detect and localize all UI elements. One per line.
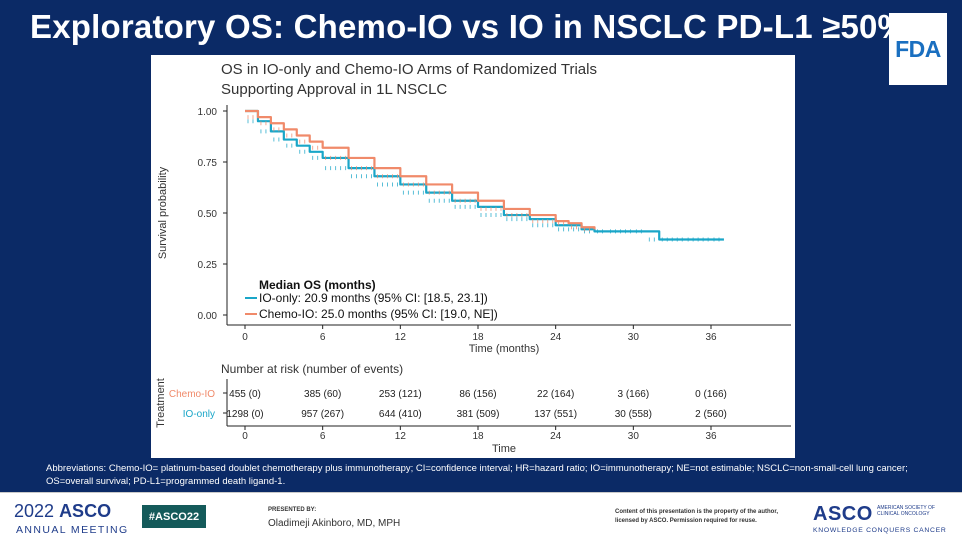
x-tick-label: 30	[628, 332, 640, 343]
km-chart-panel: OS in IO-only and Chemo-IO Arms of Rando…	[151, 55, 795, 458]
y-tick-label: 0.75	[198, 158, 218, 169]
risk-cell: 137 (551)	[534, 409, 577, 420]
abbreviations-note: Abbreviations: Chemo-IO= platinum-based …	[46, 463, 908, 487]
x-tick-label: 6	[320, 332, 326, 343]
asco-society-name: AMERICAN SOCIETY OF CLINICAL ONCOLOGY	[877, 505, 935, 517]
risk-x-tick-label: 24	[550, 431, 562, 442]
risk-cell: 957 (267)	[301, 409, 344, 420]
y-tick-label: 0.00	[198, 311, 218, 322]
risk-table-x-label: Time	[492, 443, 516, 455]
risk-cell: 644 (410)	[379, 409, 422, 420]
y-tick-label: 0.50	[198, 209, 218, 220]
fda-logo-text: FDA	[895, 35, 941, 62]
risk-cell: 381 (509)	[457, 409, 500, 420]
km-chart: OS in IO-only and Chemo-IO Arms of Rando…	[155, 61, 791, 455]
km-censor-marks-io-only	[247, 119, 720, 242]
risk-x-tick-label: 6	[320, 431, 326, 442]
x-tick-label: 12	[395, 332, 407, 343]
risk-cell: 0 (166)	[695, 389, 727, 400]
slide-title: Exploratory OS: Chemo-IO vs IO in NSCLC …	[30, 8, 908, 45]
asco-logo: ASCO	[813, 503, 873, 525]
km-censor-marks-chemo-io	[247, 115, 590, 232]
footer-bar: 2022 ASCO ANNUAL MEETING #ASCO22 PRESENT…	[0, 492, 962, 543]
risk-row-label-chemo-io: Chemo-IO	[169, 389, 215, 400]
hashtag-badge: #ASCO22	[142, 505, 206, 528]
km-curve-chemo-io	[245, 109, 596, 230]
risk-cell: 30 (558)	[615, 409, 652, 420]
presenter-name: Oladimeji Akinboro, MD, MPH	[268, 518, 401, 529]
presented-by-label: PRESENTED BY:	[268, 507, 317, 513]
risk-x-tick-label: 30	[628, 431, 640, 442]
risk-x-tick-label: 0	[242, 431, 248, 442]
x-axis-label: Time (months)	[469, 343, 540, 355]
risk-cell: 2 (560)	[695, 409, 727, 420]
chart-title-line: Supporting Approval in 1L NSCLC	[221, 81, 447, 98]
y-tick-label: 1.00	[198, 107, 218, 118]
risk-cell: 1298 (0)	[226, 409, 263, 420]
meeting-year: 2022	[14, 501, 55, 521]
chart-title-line: OS in IO-only and Chemo-IO Arms of Rando…	[221, 61, 597, 78]
legend-title: Median OS (months)	[259, 278, 376, 292]
risk-cell: 3 (166)	[617, 389, 649, 400]
asco-tagline: KNOWLEDGE CONQUERS CANCER	[813, 527, 947, 534]
property-note: Content of this presentation is the prop…	[615, 509, 779, 524]
x-tick-label: 24	[550, 332, 562, 343]
x-tick-label: 18	[472, 332, 484, 343]
meeting-logo: 2022 ASCO	[14, 501, 111, 522]
risk-cell: 86 (156)	[459, 389, 496, 400]
x-tick-label: 0	[242, 332, 248, 343]
risk-cell: 22 (164)	[537, 389, 574, 400]
risk-cell: 253 (121)	[379, 389, 422, 400]
y-axis-label: Survival probability	[157, 166, 169, 259]
km-curve-io-only	[245, 109, 724, 241]
meeting-subtitle: ANNUAL MEETING	[16, 524, 129, 536]
y-tick-label: 0.25	[198, 260, 218, 271]
meeting-name: ASCO	[59, 501, 112, 521]
risk-cell: 385 (60)	[304, 389, 341, 400]
legend-entry-chemo-io: Chemo-IO: 25.0 months (95% CI: [19.0, NE…	[259, 307, 498, 321]
legend-entry-io-only: IO-only: 20.9 months (95% CI: [18.5, 23.…	[259, 291, 488, 305]
risk-row-label-io-only: IO-only	[183, 409, 215, 420]
risk-table-title: Number at risk (number of events)	[221, 362, 403, 376]
risk-x-tick-label: 36	[705, 431, 717, 442]
x-tick-label: 36	[705, 332, 717, 343]
risk-x-tick-label: 18	[472, 431, 484, 442]
risk-table-row-axis-label: Treatment	[155, 378, 167, 428]
risk-x-tick-label: 12	[395, 431, 407, 442]
fda-logo: FDA	[889, 13, 947, 85]
risk-cell: 455 (0)	[229, 389, 261, 400]
